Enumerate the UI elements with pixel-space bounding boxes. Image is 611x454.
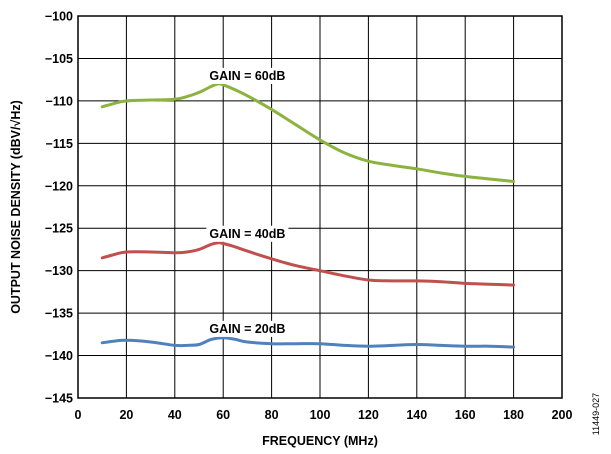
annotation-background [206,320,289,337]
y-tick-label: −105 [45,52,73,66]
y-axis-ticks: −100 −105 −110 −115 −120 −125 −130 −135 −140 −145 [45,10,73,406]
y-tick-label: −125 [45,222,73,236]
x-tick-label: 0 [75,408,82,422]
series-annotation-0: GAIN = 60dB [209,69,285,83]
x-tick-label: 60 [216,408,230,422]
series-line-2 [100,336,516,349]
x-tick-label: 40 [168,408,182,422]
annotation-background [206,67,289,84]
x-axis-label: FREQUENCY (MHz) [262,434,378,448]
series-annotation-1: GAIN = 40dB [209,227,285,241]
y-tick-label: −120 [45,179,73,193]
y-tick-label: −135 [45,307,73,321]
series-line-1 [100,241,516,287]
y-tick-label: −100 [45,10,73,24]
x-axis-ticks: 0 20 40 60 80 100 120 140 160 180 200 [75,408,573,422]
annotation-background [206,225,289,242]
x-tick-label: 100 [310,408,331,422]
y-tick-label: −130 [45,264,73,278]
y-tick-label: −110 [46,94,74,108]
y-axis-label: OUTPUT NOISE DENSITY (dBV/√Hz) [9,100,23,314]
series-line-0 [100,82,516,183]
figure-id: 11449-027 [591,393,601,435]
x-tick-label: 80 [265,408,279,422]
series-annotation-2: GAIN = 20dB [209,322,285,336]
y-tick-label: −115 [46,137,74,151]
x-tick-label: 200 [552,408,573,422]
y-tick-label: −140 [45,349,73,363]
plot-area-frame [77,15,563,399]
x-tick-label: 180 [503,408,524,422]
x-tick-label: 120 [358,408,379,422]
series-annotations: GAIN = 60dB GAIN = 40dB GAIN = 20dB [206,67,289,337]
x-tick-label: 20 [119,408,133,422]
x-tick-label: 160 [455,408,476,422]
series-lines [100,82,516,349]
y-tick-label: −145 [45,392,73,406]
x-tick-label: 140 [406,408,427,422]
